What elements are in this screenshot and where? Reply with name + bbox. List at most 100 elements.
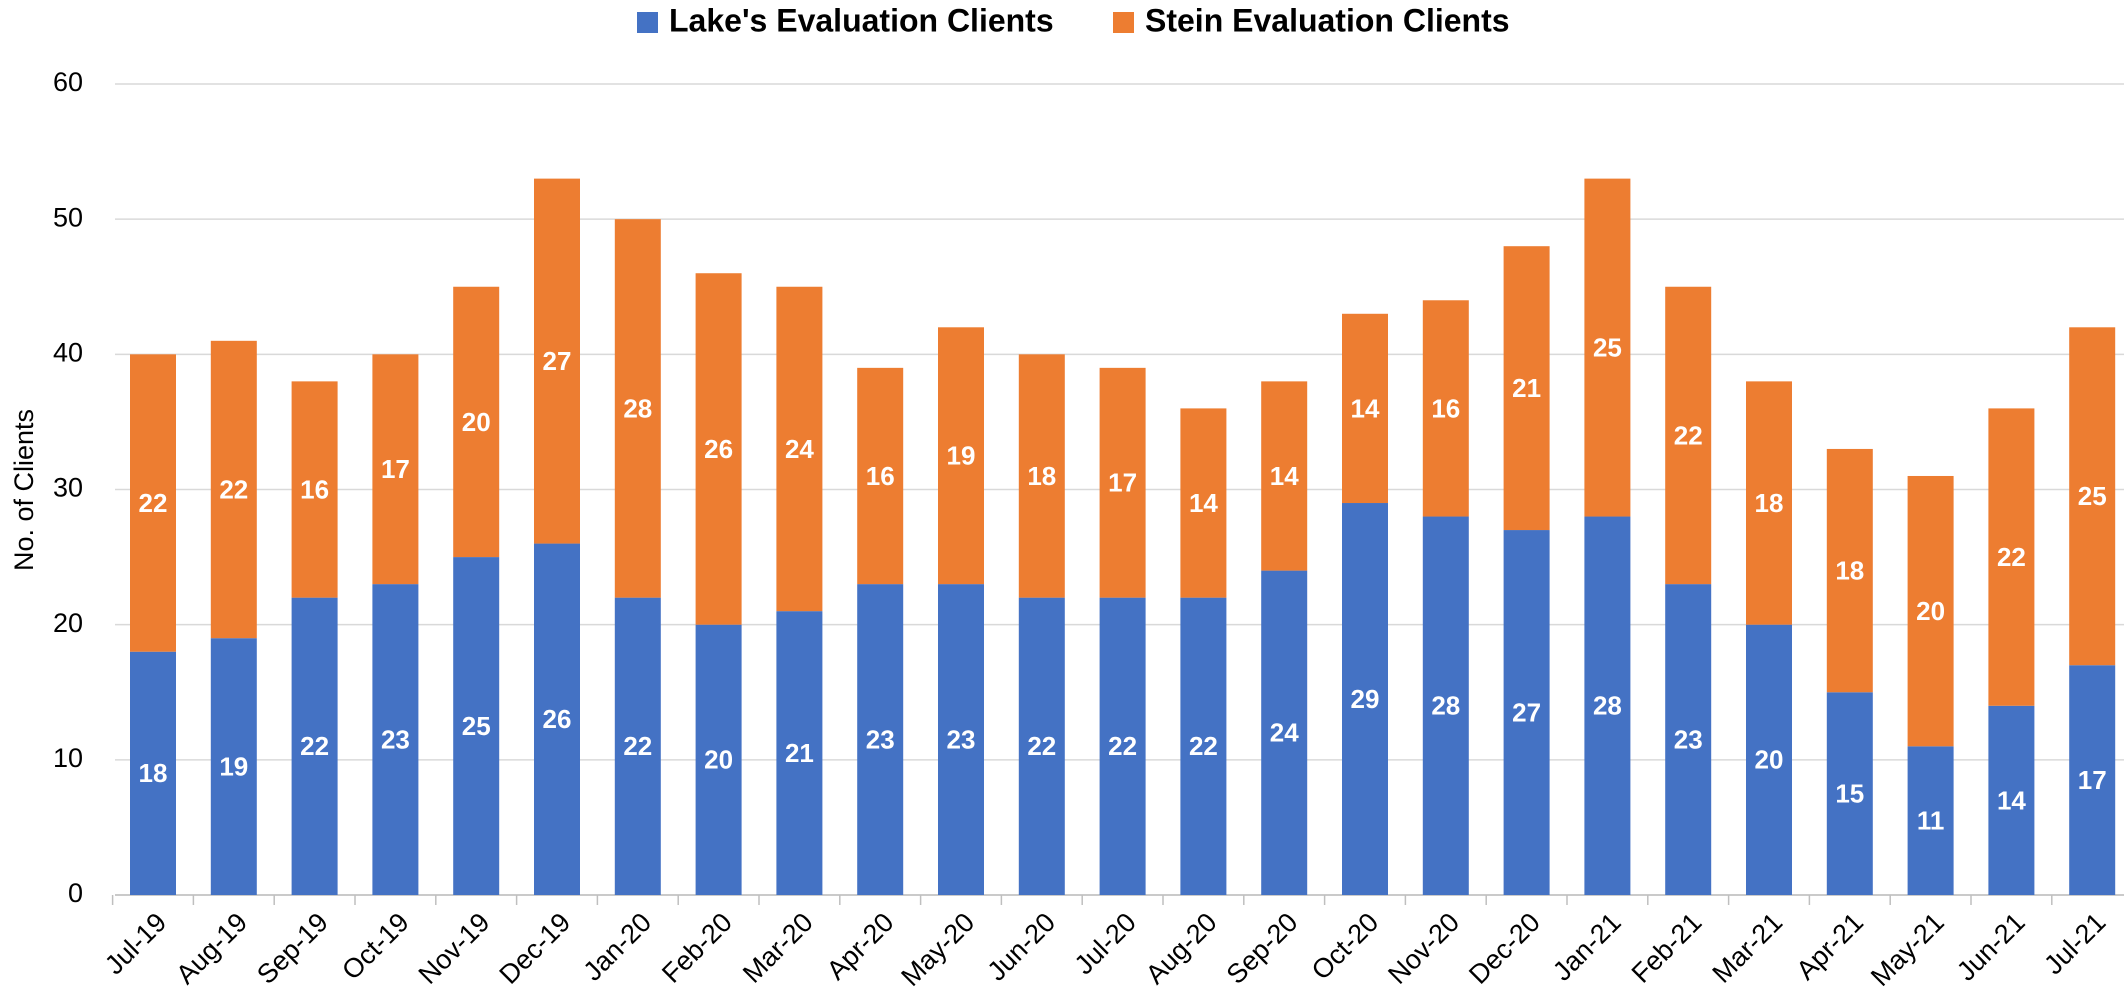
legend-swatch: [1113, 12, 1134, 33]
y-axis-label: No. of Clients: [9, 409, 39, 571]
y-tick-label: 40: [53, 337, 83, 367]
data-label: 19: [947, 441, 976, 471]
bar-segment: [1342, 503, 1388, 895]
bar-segment: [372, 354, 419, 585]
bar-segment: [1665, 286, 1712, 585]
bar-segment: [614, 597, 661, 895]
data-label: 22: [1027, 731, 1056, 761]
bar-segment: [130, 354, 176, 652]
x-tick-label: Apr-20: [821, 907, 900, 986]
bar-segment: [1988, 408, 2035, 706]
data-label: 14: [1351, 393, 1380, 423]
bar-segment: [1342, 313, 1388, 504]
data-label: 14: [1997, 785, 2026, 815]
data-label: 18: [1027, 461, 1056, 491]
bar-segment: [210, 340, 257, 639]
bar-segment: [614, 219, 661, 598]
x-tick-label: May-20: [895, 907, 980, 992]
bar-segment: [1907, 475, 1954, 747]
data-label: 14: [1270, 461, 1299, 491]
bar-segment: [1503, 530, 1550, 895]
data-label: 23: [381, 724, 410, 754]
data-label: 22: [139, 488, 168, 518]
bar-segment: [776, 611, 823, 895]
bar-segment: [291, 597, 338, 895]
x-tick-label: Feb-21: [1626, 907, 1708, 989]
data-label: 27: [543, 346, 572, 376]
bar-segment: [1099, 367, 1146, 598]
data-label: 16: [1431, 393, 1460, 423]
data-label: 20: [704, 745, 733, 775]
y-tick-label: 60: [53, 67, 83, 97]
bar-segment: [1746, 381, 1792, 625]
bar-segment: [291, 381, 338, 598]
bar-segment: [1180, 408, 1227, 598]
data-label: 26: [543, 704, 572, 734]
bar-segment: [857, 584, 904, 895]
y-tick-label: 20: [53, 608, 83, 638]
data-label: 28: [1593, 691, 1622, 721]
x-tick-label: Jan-20: [577, 907, 657, 987]
x-tick-label: Jul-19: [99, 907, 172, 980]
y-tick-label: 0: [68, 878, 83, 908]
x-tick-label: Dec-19: [494, 907, 577, 990]
data-label: 28: [623, 393, 652, 423]
data-label: 17: [381, 454, 410, 484]
data-label: 20: [1755, 745, 1784, 775]
bar-segment: [1665, 584, 1712, 895]
bar-segment: [210, 638, 257, 895]
x-tick-label: Nov-20: [1382, 907, 1465, 990]
bar-segment: [534, 178, 580, 544]
bar-segment: [1826, 692, 1873, 895]
x-tick-label: Sep-19: [251, 907, 334, 990]
bar-segment: [1907, 746, 1954, 895]
bar-segment: [1503, 246, 1550, 531]
data-label: 11: [1917, 806, 1945, 836]
legend-label: Lake's Evaluation Clients: [669, 2, 1054, 38]
data-label: 17: [2078, 765, 2107, 795]
bar-segment: [695, 273, 742, 625]
legend-swatch: [637, 12, 658, 33]
data-label: 14: [1189, 488, 1218, 518]
bar-segment: [453, 286, 500, 558]
x-tick-label: Oct-19: [336, 907, 415, 986]
data-label: 18: [1835, 555, 1864, 585]
bar-segment: [1422, 516, 1469, 895]
data-label: 22: [219, 474, 248, 504]
data-label: 24: [785, 434, 814, 464]
bar-segment: [1422, 300, 1469, 517]
x-tick-label: Feb-20: [656, 907, 738, 989]
data-label: 23: [1674, 724, 1703, 754]
x-tick-label: May-21: [1865, 907, 1950, 992]
data-label: 29: [1351, 684, 1380, 714]
bar-segment: [857, 367, 904, 585]
data-label: 22: [1189, 731, 1218, 761]
bar-segment: [938, 327, 984, 585]
data-label: 22: [623, 731, 652, 761]
bar-segment: [1584, 178, 1631, 517]
x-tick-label: Jul-20: [1069, 907, 1142, 980]
data-label: 15: [1835, 779, 1864, 809]
x-tick-label: Jun-20: [981, 907, 1061, 987]
data-label: 23: [866, 724, 895, 754]
x-tick-label: Aug-19: [170, 907, 253, 990]
data-label: 17: [1108, 468, 1137, 498]
x-tick-label: Jan-21: [1547, 907, 1627, 987]
bar-segment: [2069, 327, 2116, 666]
data-label: 22: [300, 731, 329, 761]
x-tick-label: Nov-19: [413, 907, 496, 990]
x-tick-label: Jul-21: [2038, 907, 2111, 980]
bar-segment: [1261, 570, 1308, 895]
bar-segment: [1099, 597, 1146, 895]
data-label: 16: [866, 461, 895, 491]
bar-segment: [1261, 381, 1308, 571]
x-tick-label: Mar-20: [737, 907, 819, 989]
bar-segment: [534, 543, 580, 895]
x-tick-label: Oct-20: [1306, 907, 1385, 986]
data-label: 20: [462, 407, 491, 437]
data-label: 22: [1108, 731, 1137, 761]
bar-segment: [1746, 624, 1792, 895]
data-label: 27: [1512, 697, 1541, 727]
data-label: 20: [1916, 596, 1945, 626]
